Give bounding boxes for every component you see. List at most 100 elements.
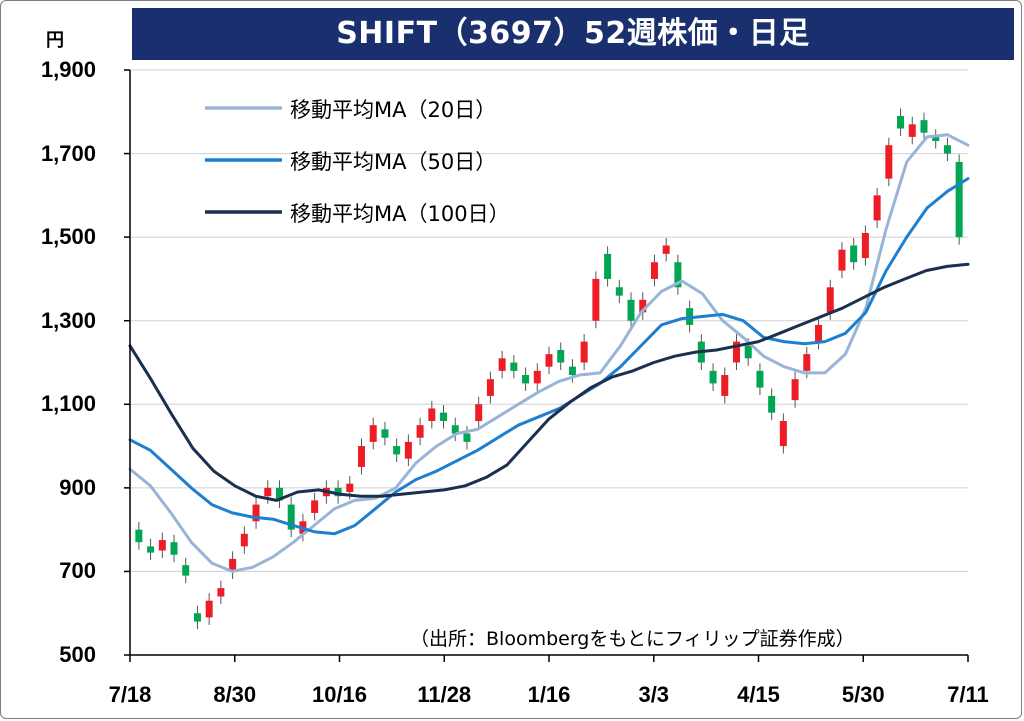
candle-up [217,588,225,597]
candle-down [920,120,928,133]
candle-up [873,195,881,221]
candle-down [744,345,752,359]
x-tick-label: 4/15 [737,682,780,707]
candle-down [943,145,951,154]
candle-up [908,124,916,137]
candle-up [158,540,166,551]
candle-up [264,487,272,497]
candle-up [533,370,541,384]
y-tick-label: 500 [59,642,96,667]
candle-down [147,546,155,553]
candle-up [311,500,319,513]
x-tick-label: 7/18 [108,682,152,707]
candle-up [815,324,823,342]
legend-ma100: 移動平均MA（100日） [290,202,510,226]
candle-up [240,533,248,547]
candle-up [791,379,799,401]
y-tick-label: 1,900 [40,57,96,82]
candle-down [850,245,858,263]
candle-down [522,375,530,384]
candle-down [955,161,963,238]
candle-down [674,262,682,288]
candle-down [604,253,612,279]
ma-line-1 [128,177,970,536]
x-tick-label: 10/16 [311,682,368,707]
grid-lines [130,69,968,572]
candle-down [463,433,471,442]
legend-ma50: 移動平均MA（50日） [290,150,497,174]
candle-up [416,425,424,438]
candle-down [615,287,623,296]
candle-down [756,370,764,388]
ma-line-2 [128,262,970,502]
candle-up [592,278,600,321]
source-note: （出所：Bloombergをもとにフィリップ証券作成） [410,628,855,650]
candle-up [732,341,740,363]
candle-down [287,504,295,530]
candle-down [557,349,565,363]
candle-down [568,366,576,376]
x-tick-label: 5/30 [841,682,885,707]
candle-up [498,358,506,371]
candle-up [404,441,412,459]
y-tick-label: 1,500 [40,224,96,250]
chart-title: SHIFT（3697）52週株価・日足 [336,16,810,51]
y-tick-label: 900 [59,474,96,500]
candlesticks [135,108,963,630]
candle-down [768,395,776,413]
legend-ma20: 移動平均MA（20日） [290,98,497,122]
y-tick-label: 1,100 [40,391,96,417]
candle-down [393,446,401,455]
candle-down [510,362,518,371]
x-tick-label: 11/28 [417,682,472,707]
candle-down [709,370,717,384]
candle-up [358,446,366,467]
candle-up [826,287,834,313]
candle-down [193,613,201,622]
candle-down [440,412,448,421]
candle-down [897,115,905,129]
legend-swatches [205,106,282,214]
candle-down [381,429,389,438]
candle-up [346,483,354,493]
candle-down [182,565,190,576]
candle-up [803,354,811,371]
y-tick-label: 1,700 [40,140,96,166]
y-tick-label: 1,300 [40,307,96,333]
candle-up [838,249,846,271]
candle-up [639,299,647,313]
x-tick-label: 1/16 [527,682,571,707]
candle-up [205,600,213,618]
candle-up [662,245,670,254]
candle-down [932,136,940,142]
candle-up [861,232,869,259]
candle-up [885,145,893,179]
title-bar [132,8,1014,60]
candle-up [475,404,483,421]
y-axis-unit: 円 [46,30,64,51]
candle-up [580,341,588,363]
x-tick-label: 3/3 [638,682,670,707]
y-tick-label: 700 [59,558,96,584]
candle-up [369,425,377,442]
candle-down [334,487,342,497]
x-tick-label: 8/30 [213,682,257,707]
candle-up [545,354,553,367]
x-tick-label: 7/11 [947,682,989,707]
candle-up [721,375,729,396]
candle-down [451,425,459,434]
candle-up [486,379,494,396]
candle-up [252,504,260,522]
candle-up [650,262,658,279]
candle-up [779,421,787,447]
candle-down [627,299,635,321]
moving-average-lines [128,133,970,573]
candle-up [428,408,436,421]
ma-line-0 [128,133,970,573]
candle-up [229,558,237,572]
candle-down [275,487,283,501]
candle-down [135,529,143,543]
axes [124,69,969,662]
